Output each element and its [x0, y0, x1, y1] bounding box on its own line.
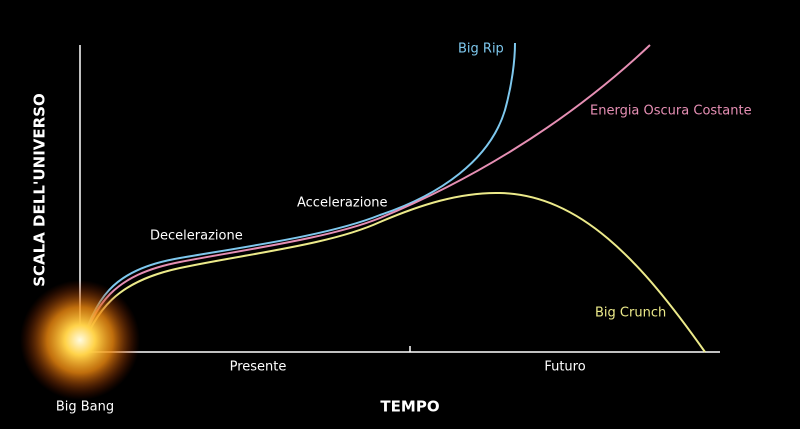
region-label: Presente	[230, 360, 287, 375]
phase-label: Accelerazione	[297, 196, 388, 211]
dark-energy-curve	[79, 44, 651, 351]
curve-label: Big Rip	[458, 42, 504, 57]
big-rip-curve	[79, 42, 516, 351]
origin-label: Big Bang	[56, 400, 114, 415]
curve-label: Energia Oscura Costante	[590, 104, 752, 119]
y-axis-label: SCALA DELL'UNIVERSO	[31, 93, 49, 287]
curve-label: Big Crunch	[595, 306, 666, 321]
phase-label: Decelerazione	[150, 229, 243, 244]
big-crunch-curve	[79, 191, 706, 353]
x-axis-label: TEMPO	[380, 398, 439, 416]
big-bang-burst	[20, 280, 140, 400]
region-label: Futuro	[544, 360, 585, 375]
